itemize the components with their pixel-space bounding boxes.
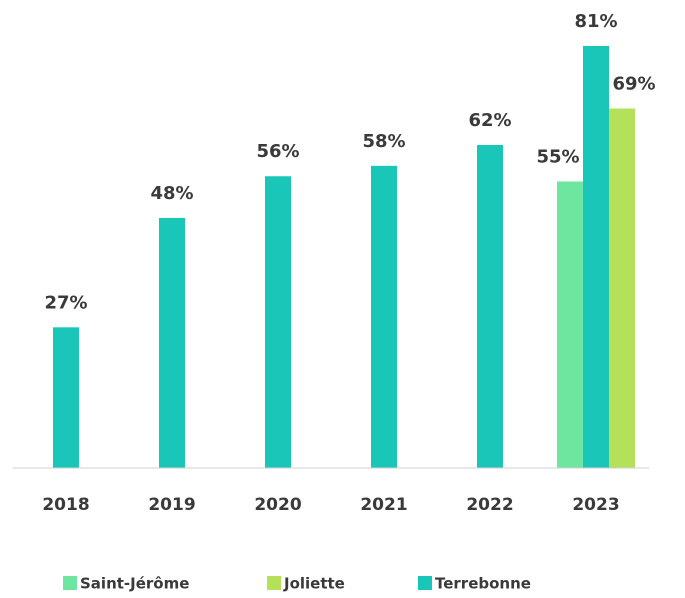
value-label: 81%: [574, 11, 617, 32]
bar: [371, 165, 397, 469]
legend-label: Saint-Jérôme: [80, 575, 189, 593]
x-tick-label: 2020: [254, 495, 301, 515]
bar: [557, 181, 583, 468]
bar: [477, 144, 503, 468]
value-label: 56%: [256, 141, 299, 162]
x-tick-label: 2022: [466, 495, 513, 515]
value-label: 69%: [612, 74, 655, 95]
x-tick-label: 2018: [42, 495, 89, 515]
bar: [583, 46, 609, 468]
x-tick-label: 2019: [148, 495, 195, 515]
value-label: 55%: [536, 146, 579, 167]
legend-label: Terrebonne: [435, 575, 531, 593]
legend-label: Joliette: [283, 575, 345, 593]
x-tick-label: 2023: [572, 495, 619, 515]
value-label: 62%: [468, 110, 511, 131]
value-label: 48%: [150, 183, 193, 204]
value-label: 27%: [44, 292, 87, 313]
bar: [53, 327, 79, 468]
bar: [159, 217, 185, 468]
legend-swatch: [418, 576, 432, 590]
x-tick-label: 2021: [360, 495, 407, 515]
legend-swatch: [267, 576, 281, 590]
value-label: 58%: [362, 131, 405, 152]
legend-swatch: [63, 576, 77, 590]
bar: [609, 108, 635, 468]
bar: [265, 176, 291, 468]
